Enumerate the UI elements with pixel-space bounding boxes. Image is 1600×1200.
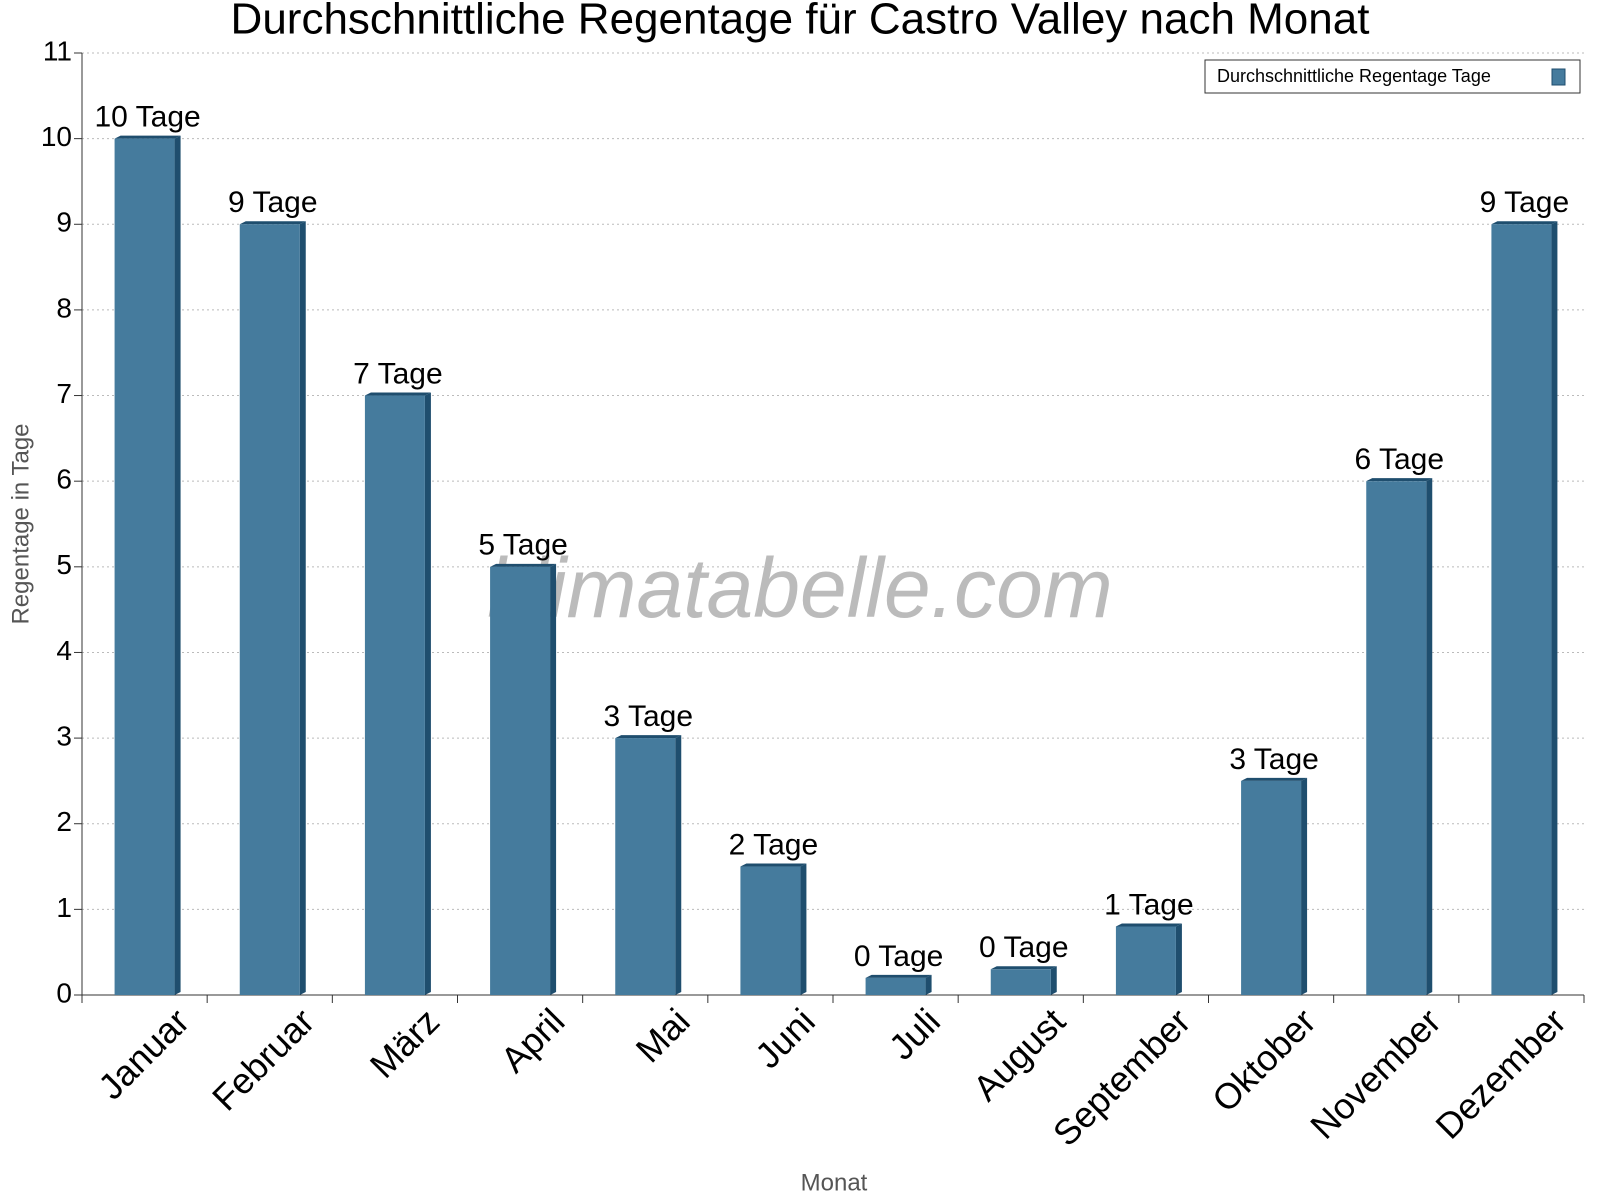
bar [615,735,682,995]
bar [1491,221,1558,996]
bar [990,966,1057,995]
value-label: 7 Tage [353,357,443,390]
chart-title: Durchschnittliche Regentage für Castro V… [231,0,1370,44]
bar-front [990,969,1051,995]
y-tick-label: 9 [56,207,72,238]
bar-side [1301,777,1308,995]
legend-box [1204,59,1581,94]
bar-side [299,221,306,996]
bar-top [1366,478,1433,482]
bar-top [364,392,431,396]
bar-top [239,221,306,225]
bar-front [1115,926,1176,995]
bar-side [1551,221,1558,996]
bar-front [1241,780,1302,995]
bar-side [675,735,682,995]
y-tick-label: 4 [56,635,72,666]
bar-top [740,863,807,867]
legend-label: Durchschnittliche Regentage Tage [1217,66,1491,86]
y-tick-label: 2 [56,806,72,837]
bar-front [239,224,300,996]
bar [1115,923,1182,995]
value-label: 6 Tage [1354,443,1444,476]
bar-front [114,138,175,996]
y-tick-label: 7 [56,378,72,409]
bar [114,135,181,996]
bar-front [364,395,425,996]
bar-top [615,735,682,739]
y-tick-label: 10 [41,121,72,152]
bar-top [865,974,932,978]
bar-side [1050,966,1057,995]
bar-top [1115,923,1182,927]
bar [865,974,932,995]
value-label: 3 Tage [1229,743,1319,776]
bar-top [1491,221,1558,225]
bar [364,392,431,996]
bar [1241,777,1308,995]
y-tick-label: 0 [56,977,72,1008]
bar [490,563,557,995]
value-label: 1 Tage [1104,888,1194,921]
bar-front [1366,481,1427,995]
bar-top [990,966,1057,970]
value-label: 5 Tage [478,529,568,562]
y-tick-label: 5 [56,549,72,580]
bar-side [1426,478,1433,995]
value-label: 2 Tage [729,828,819,861]
value-label: 3 Tage [603,700,693,733]
bar [239,221,306,996]
y-axis-label: Regentage in Tage [7,423,34,624]
bar-side [424,392,431,996]
x-axis-label: Monat [801,1169,868,1196]
bar [740,863,807,995]
bar-top [490,563,557,567]
y-tick-label: 6 [56,464,72,495]
legend-swatch [1551,68,1566,86]
value-label: 0 Tage [854,940,944,973]
watermark: klimatabelle.com [487,541,1113,635]
value-label: 9 Tage [228,186,318,219]
bar-side [1175,923,1182,995]
y-tick-label: 8 [56,292,72,323]
y-tick-label: 1 [56,892,72,923]
bar-front [490,566,551,995]
bar-side [550,563,557,995]
bar-side [800,863,807,995]
value-label: 9 Tage [1480,186,1570,219]
bar [1366,478,1433,995]
y-tick-label: 3 [56,720,72,751]
bar-front [615,738,676,995]
bar-side [174,135,181,996]
value-label: 10 Tage [94,101,200,134]
bar-side [925,974,932,995]
y-tick-label: 11 [43,35,72,66]
bar-top [114,135,181,139]
bar-front [865,977,926,995]
bar-front [1491,224,1552,996]
bar-front [740,866,801,995]
bar-top [1241,777,1308,781]
value-label: 0 Tage [979,931,1069,964]
